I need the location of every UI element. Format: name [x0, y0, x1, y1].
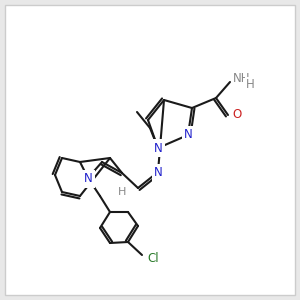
Text: O: O [232, 109, 241, 122]
Text: Cl: Cl [147, 251, 159, 265]
Text: NH: NH [233, 71, 250, 85]
Text: N: N [184, 128, 192, 142]
FancyBboxPatch shape [5, 5, 295, 295]
Text: N: N [84, 172, 92, 185]
Text: H: H [118, 187, 126, 197]
Text: H: H [246, 79, 255, 92]
Text: N: N [154, 167, 162, 179]
Text: N: N [154, 142, 162, 154]
